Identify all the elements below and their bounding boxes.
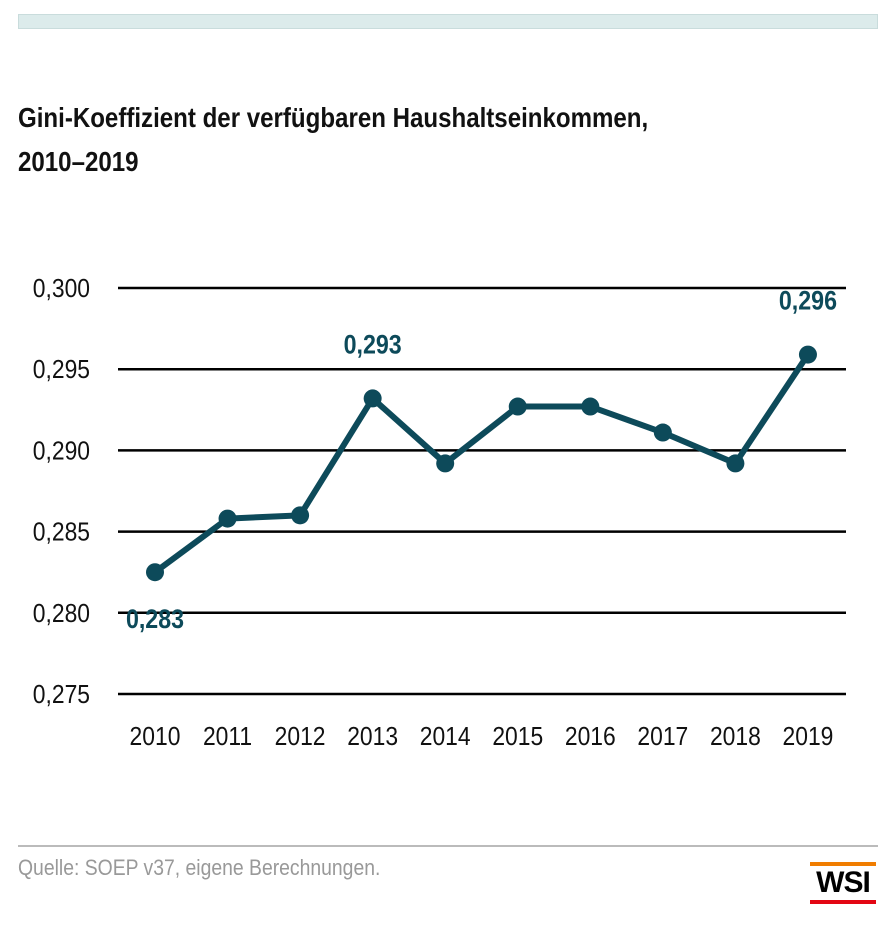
x-tick-label: 2010 — [130, 723, 181, 752]
title-line-2: 2010–2019 — [18, 146, 139, 177]
x-tick-label: 2013 — [347, 723, 398, 752]
data-point — [581, 397, 600, 416]
y-tick-label: 0,300 — [33, 275, 90, 304]
wsi-logo: WSI — [810, 862, 876, 904]
title-line-1: Gini-Koeffizient der verfügbaren Haushal… — [18, 102, 649, 133]
data-point — [146, 563, 164, 582]
data-label: 0,293 — [344, 330, 402, 360]
x-tick-label: 2014 — [420, 723, 471, 752]
top-banner — [18, 14, 878, 29]
data-label: 0,283 — [126, 605, 184, 635]
x-tick-label: 2012 — [275, 723, 326, 752]
x-tick-label: 2011 — [203, 723, 252, 752]
y-tick-label: 0,275 — [33, 681, 90, 710]
footer-divider — [18, 845, 878, 847]
x-tick-label: 2018 — [710, 723, 761, 752]
data-line — [153, 352, 811, 575]
data-point — [436, 454, 455, 473]
source-note: Quelle: SOEP v37, eigene Berechnungen. — [18, 855, 381, 880]
data-point — [653, 423, 672, 442]
y-tick-label: 0,290 — [33, 437, 90, 466]
x-tick-label: 2019 — [783, 723, 834, 752]
x-tick-label: 2016 — [565, 723, 616, 752]
y-tick-label: 0,285 — [33, 518, 90, 547]
data-point — [363, 389, 382, 408]
data-point — [798, 345, 817, 364]
data-point — [726, 454, 745, 473]
data-point — [291, 506, 310, 525]
y-tick-label: 0,295 — [33, 356, 90, 385]
data-point — [508, 397, 527, 416]
data-point — [218, 509, 237, 528]
chart-title: Gini-Koeffizient der verfügbaren Haushal… — [18, 96, 878, 184]
data-label: 0,296 — [779, 286, 837, 316]
x-tick-label: 2015 — [492, 723, 543, 752]
y-tick-label: 0,280 — [33, 600, 90, 629]
x-tick-label: 2017 — [637, 723, 688, 752]
